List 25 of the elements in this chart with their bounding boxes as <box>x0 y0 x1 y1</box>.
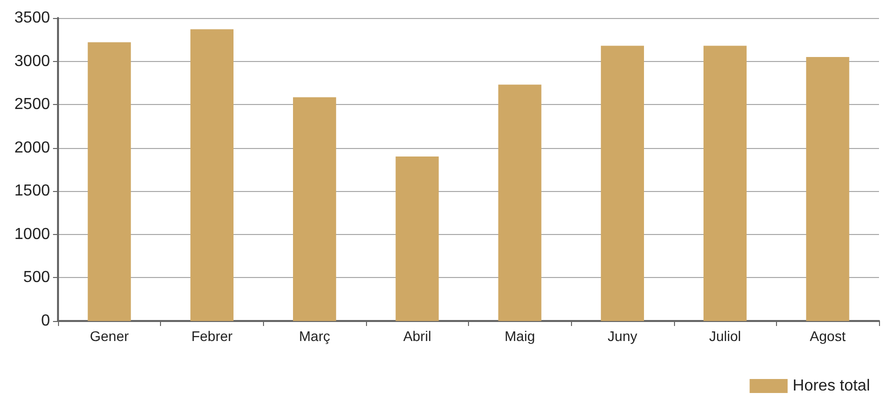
x-tick-label: Maig <box>504 328 535 344</box>
x-tick-label: Febrer <box>191 328 233 344</box>
x-tick-label: Agost <box>810 328 846 344</box>
x-tick-label: Març <box>299 328 330 344</box>
bar <box>704 46 747 321</box>
bar <box>498 84 542 321</box>
y-tick-label: 2000 <box>14 139 50 156</box>
bar <box>293 97 336 321</box>
bar <box>396 156 439 321</box>
x-tick-label: Abril <box>403 328 432 344</box>
legend-label: Hores total <box>792 378 870 394</box>
y-tick-label: 0 <box>41 312 50 330</box>
bar <box>600 46 644 321</box>
bar <box>88 42 131 321</box>
y-tick-label: 2500 <box>14 96 50 114</box>
y-tick-label: 3000 <box>14 52 50 70</box>
bar <box>806 56 850 321</box>
x-tick-label: Gener <box>90 328 130 344</box>
y-tick-label: 500 <box>23 269 50 286</box>
y-tick-label: 1500 <box>14 182 50 200</box>
x-tick-label: Juny <box>608 328 638 344</box>
x-tick-label: Juliol <box>709 328 742 344</box>
y-tick-label: 3500 <box>14 10 50 26</box>
y-tick-label: 1000 <box>14 226 50 243</box>
bar <box>190 29 234 321</box>
